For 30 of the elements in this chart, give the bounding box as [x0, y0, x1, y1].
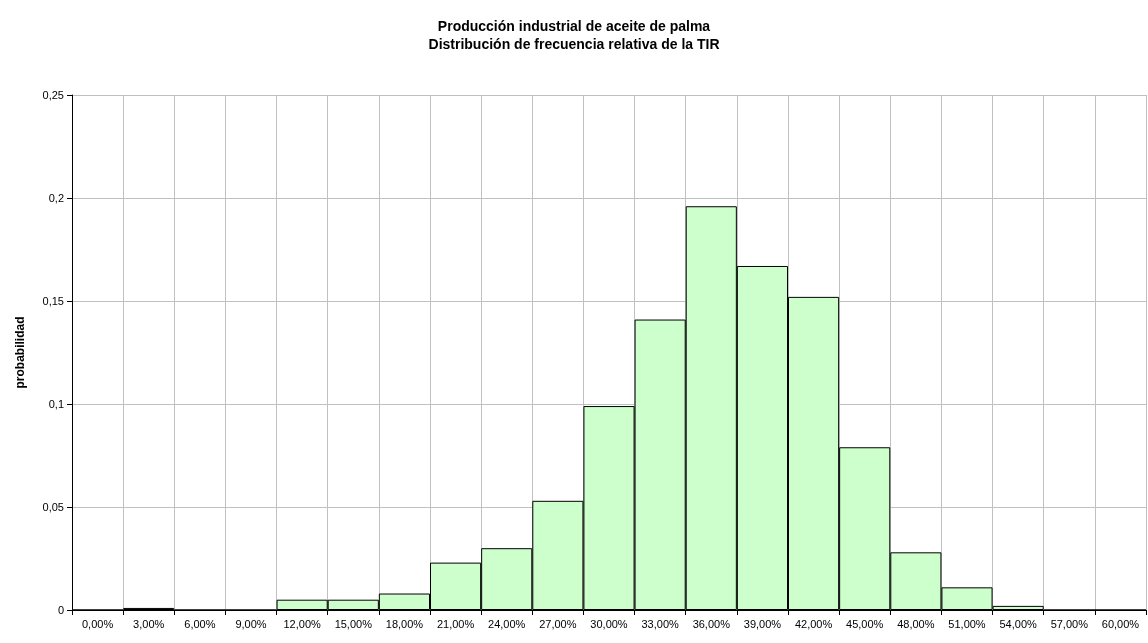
chart-subtitle: Distribución de frecuencia relativa de la TIR — [428, 36, 720, 52]
x-tick-label: 3,00% — [133, 617, 165, 630]
y-tick-label: 0,15 — [42, 295, 64, 307]
x-tick-label: 54,00% — [999, 617, 1038, 630]
x-tick-label: 30,00% — [590, 617, 628, 630]
y-tick-label: 0,25 — [42, 89, 64, 101]
chart-title: Producción industrial de aceite de palma — [437, 18, 711, 34]
x-tick-label: 21,00% — [436, 617, 475, 630]
x-tick-label: 0,00% — [81, 617, 114, 630]
x-tick-label: 51,00% — [948, 617, 986, 630]
x-tick-label: 15,00% — [334, 617, 373, 630]
x-tick-label: 60,00% — [1101, 617, 1140, 630]
y-tick-label: 0,2 — [48, 192, 64, 204]
x-tick-label: 39,00% — [743, 617, 782, 630]
x-tick-label: 48,00% — [897, 617, 935, 630]
y-tick-label: 0,05 — [42, 501, 64, 513]
x-tick-label: 24,00% — [488, 617, 526, 630]
x-tick-label: 36,00% — [692, 617, 731, 630]
x-tick-label: 45,00% — [846, 617, 884, 630]
y-tick-label: 0 — [57, 604, 64, 616]
x-tick-label: 33,00% — [641, 617, 680, 630]
x-tick-label: 27,00% — [539, 617, 577, 630]
x-tick-label: 9,00% — [235, 617, 267, 630]
x-tick-label: 57,00% — [1050, 617, 1089, 630]
y-tick-label: 0,1 — [48, 398, 64, 410]
x-tick-label: 18,00% — [385, 617, 424, 630]
x-tick-label: 12,00% — [283, 617, 322, 630]
y-axis-title: probabilidad — [13, 316, 27, 389]
x-tick-label: 42,00% — [794, 617, 833, 630]
x-tick-label: 6,00% — [184, 617, 216, 630]
